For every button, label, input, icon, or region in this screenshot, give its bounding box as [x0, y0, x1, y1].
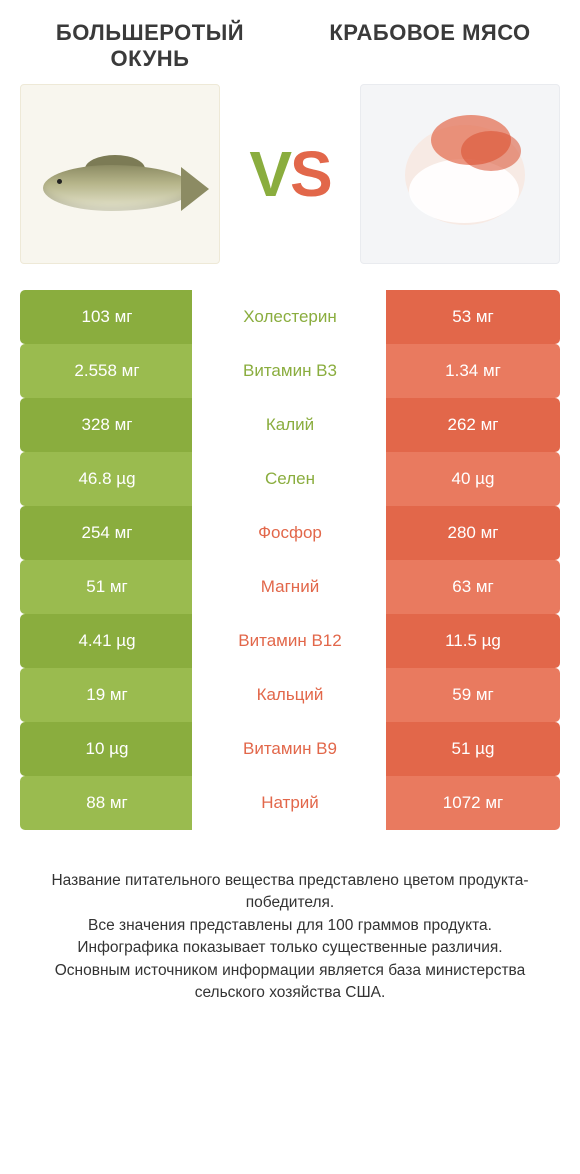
footer-notes: Название питательного вещества представл… [20, 870, 560, 1005]
table-row: 328 мгКалий262 мг [20, 398, 560, 452]
value-right: 280 мг [386, 506, 560, 560]
nutrient-label: Витамин B3 [192, 344, 388, 398]
table-row: 254 мгФосфор280 мг [20, 506, 560, 560]
footer-line: Все значения представлены для 100 граммо… [24, 915, 556, 937]
nutrient-label: Магний [192, 560, 388, 614]
table-row: 46.8 µgСелен40 µg [20, 452, 560, 506]
value-left: 19 мг [20, 668, 194, 722]
hero-row: VS [20, 84, 560, 264]
value-left: 51 мг [20, 560, 194, 614]
value-left: 328 мг [20, 398, 194, 452]
value-left: 46.8 µg [20, 452, 194, 506]
value-right: 63 мг [386, 560, 560, 614]
vs-v: V [249, 137, 290, 211]
nutrient-label: Калий [192, 398, 388, 452]
table-row: 103 мгХолестерин53 мг [20, 290, 560, 344]
value-right: 11.5 µg [386, 614, 560, 668]
value-left: 2.558 мг [20, 344, 194, 398]
comparison-table: 103 мгХолестерин53 мг2.558 мгВитамин B31… [20, 290, 560, 830]
nutrient-label: Холестерин [192, 290, 388, 344]
footer-line: Основным источником информации является … [24, 960, 556, 1005]
value-left: 103 мг [20, 290, 194, 344]
infographic-root: БОЛЬШЕРОТЫЙ ОКУНЬ КРАБОВОЕ МЯСО VS 103 м… [0, 0, 580, 1035]
value-left: 254 мг [20, 506, 194, 560]
value-right: 59 мг [386, 668, 560, 722]
value-right: 53 мг [386, 290, 560, 344]
value-right: 51 µg [386, 722, 560, 776]
table-row: 10 µgВитамин B951 µg [20, 722, 560, 776]
table-row: 19 мгКальций59 мг [20, 668, 560, 722]
nutrient-label: Витамин B9 [192, 722, 388, 776]
nutrient-label: Селен [192, 452, 388, 506]
value-left: 88 мг [20, 776, 194, 830]
nutrient-label: Натрий [192, 776, 388, 830]
value-right: 1.34 мг [386, 344, 560, 398]
footer-line: Название питательного вещества представл… [24, 870, 556, 915]
titles-row: БОЛЬШЕРОТЫЙ ОКУНЬ КРАБОВОЕ МЯСО [20, 20, 560, 72]
nutrient-label: Фосфор [192, 506, 388, 560]
footer-line: Инфографика показывает только существенн… [24, 937, 556, 959]
image-right-crab-meat [360, 84, 560, 264]
title-left: БОЛЬШЕРОТЫЙ ОКУНЬ [20, 20, 280, 72]
vs-s: S [290, 137, 331, 211]
vs-label: VS [249, 137, 330, 211]
value-left: 10 µg [20, 722, 194, 776]
image-left-fish [20, 84, 220, 264]
title-right: КРАБОВОЕ МЯСО [300, 20, 560, 72]
table-row: 2.558 мгВитамин B31.34 мг [20, 344, 560, 398]
nutrient-label: Кальций [192, 668, 388, 722]
value-right: 1072 мг [386, 776, 560, 830]
value-right: 262 мг [386, 398, 560, 452]
nutrient-label: Витамин B12 [192, 614, 388, 668]
table-row: 4.41 µgВитамин B1211.5 µg [20, 614, 560, 668]
value-left: 4.41 µg [20, 614, 194, 668]
table-row: 51 мгМагний63 мг [20, 560, 560, 614]
value-right: 40 µg [386, 452, 560, 506]
table-row: 88 мгНатрий1072 мг [20, 776, 560, 830]
